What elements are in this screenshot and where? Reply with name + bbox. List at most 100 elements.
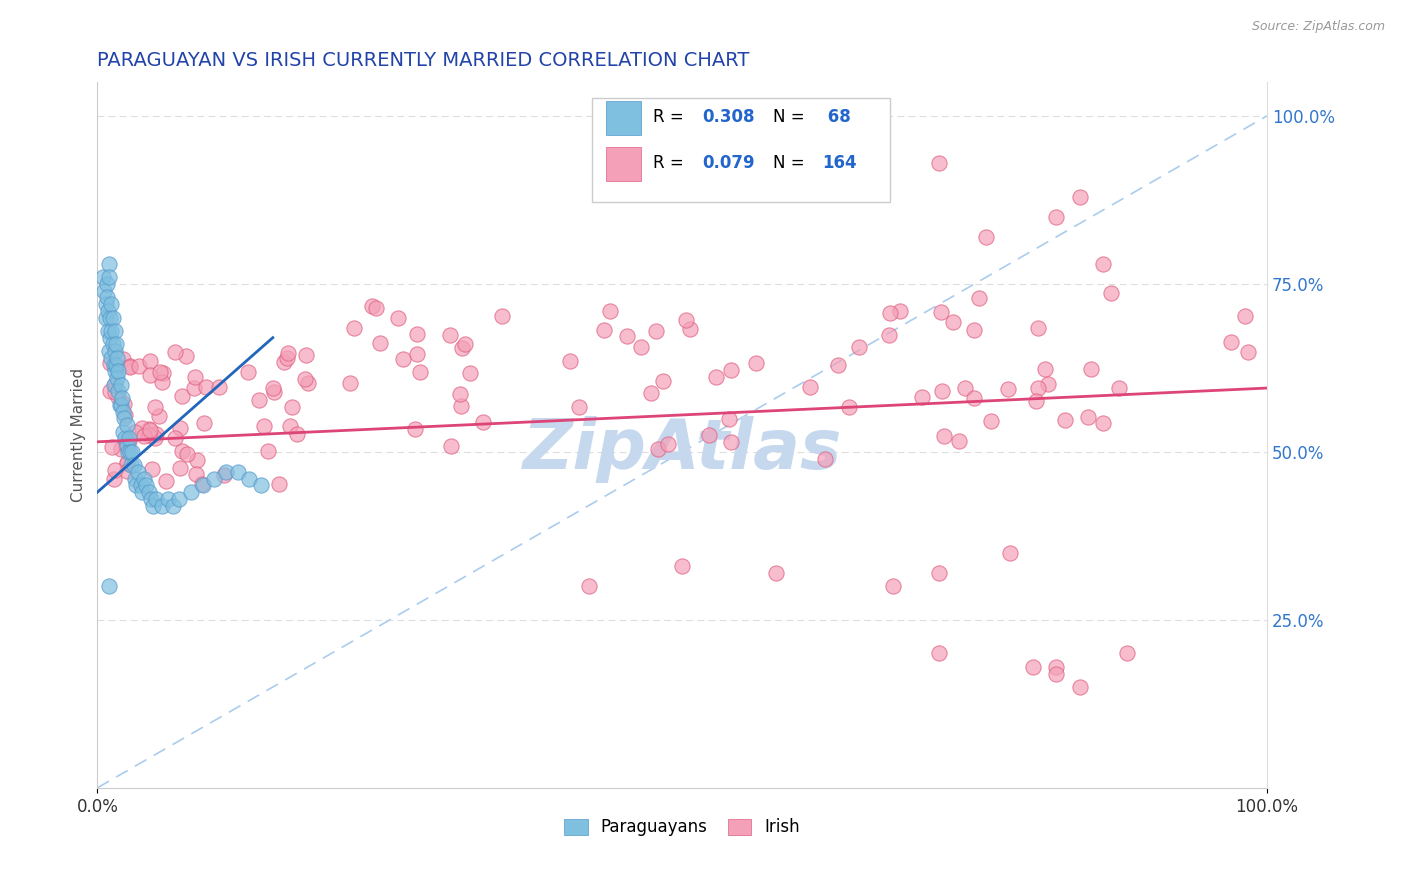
Point bbox=[97, 303, 120, 318]
Point bbox=[247, 392, 270, 407]
Point bbox=[98, 579, 121, 593]
Point bbox=[98, 270, 121, 285]
Point bbox=[929, 305, 952, 319]
Point bbox=[226, 465, 249, 479]
Text: R =: R = bbox=[652, 108, 689, 126]
Point bbox=[1115, 647, 1137, 661]
Point bbox=[645, 324, 668, 338]
Point bbox=[107, 364, 129, 378]
Point bbox=[103, 472, 125, 486]
Point bbox=[697, 427, 720, 442]
Point bbox=[100, 440, 122, 454]
Point bbox=[1108, 381, 1130, 395]
Point bbox=[100, 324, 122, 338]
Point bbox=[163, 344, 186, 359]
Point bbox=[165, 431, 187, 445]
Point bbox=[273, 355, 295, 369]
Point bbox=[127, 465, 149, 479]
Point bbox=[1233, 310, 1256, 324]
Point bbox=[882, 579, 904, 593]
Point bbox=[101, 337, 124, 351]
Point bbox=[162, 499, 184, 513]
Point bbox=[263, 385, 285, 400]
Point bbox=[156, 491, 179, 506]
Point bbox=[360, 299, 382, 313]
Text: PARAGUAYAN VS IRISH CURRENTLY MARRIED CORRELATION CHART: PARAGUAYAN VS IRISH CURRENTLY MARRIED CO… bbox=[97, 51, 749, 70]
Point bbox=[195, 380, 218, 394]
Point bbox=[131, 421, 153, 435]
Point bbox=[1053, 412, 1076, 426]
Y-axis label: Currently Married: Currently Married bbox=[72, 368, 86, 502]
Point bbox=[405, 347, 427, 361]
Point bbox=[238, 365, 260, 379]
Text: R =: R = bbox=[652, 154, 689, 172]
Point bbox=[953, 381, 976, 395]
Point bbox=[1038, 377, 1060, 392]
Point bbox=[148, 365, 170, 379]
Point bbox=[967, 291, 990, 305]
Text: ZipAtlas: ZipAtlas bbox=[523, 416, 842, 483]
Point bbox=[114, 408, 136, 422]
Point bbox=[115, 456, 138, 470]
Point bbox=[679, 322, 702, 336]
Point bbox=[215, 465, 238, 479]
Point bbox=[799, 380, 821, 394]
Point bbox=[599, 304, 621, 318]
Point bbox=[145, 426, 167, 441]
Point bbox=[180, 485, 202, 500]
Point bbox=[651, 374, 673, 388]
Point bbox=[1237, 345, 1260, 359]
Point bbox=[1026, 381, 1049, 395]
Point bbox=[98, 344, 121, 359]
Point bbox=[100, 351, 122, 365]
FancyBboxPatch shape bbox=[592, 98, 890, 202]
Point bbox=[278, 418, 301, 433]
Point bbox=[94, 310, 117, 325]
Point bbox=[135, 478, 157, 492]
Point bbox=[657, 436, 679, 450]
FancyBboxPatch shape bbox=[606, 102, 641, 136]
Point bbox=[1219, 335, 1241, 350]
Point bbox=[408, 365, 430, 379]
Point bbox=[183, 381, 205, 395]
Point bbox=[104, 364, 127, 378]
Point bbox=[134, 472, 156, 486]
Point bbox=[704, 370, 727, 384]
Point bbox=[139, 423, 162, 437]
Point bbox=[934, 429, 956, 443]
Point bbox=[827, 358, 849, 372]
Point bbox=[911, 390, 934, 404]
Point bbox=[253, 419, 276, 434]
Point bbox=[138, 428, 160, 442]
Point bbox=[105, 337, 128, 351]
Point bbox=[647, 442, 669, 457]
Point bbox=[121, 445, 143, 459]
Point bbox=[472, 415, 495, 429]
Point bbox=[138, 422, 160, 436]
Point bbox=[1045, 666, 1067, 681]
Legend: Paraguayans, Irish: Paraguayans, Irish bbox=[558, 812, 807, 843]
Point bbox=[1045, 210, 1067, 224]
Point bbox=[184, 370, 207, 384]
Point bbox=[142, 499, 165, 513]
Point bbox=[593, 323, 616, 337]
Point bbox=[112, 411, 135, 425]
Point bbox=[193, 417, 215, 431]
Point bbox=[148, 409, 170, 424]
Point bbox=[125, 478, 148, 492]
Point bbox=[141, 462, 163, 476]
Point bbox=[118, 360, 141, 375]
Point bbox=[948, 434, 970, 448]
Point bbox=[143, 431, 166, 445]
Point bbox=[114, 432, 136, 446]
Point bbox=[176, 446, 198, 460]
Point bbox=[440, 439, 463, 453]
Point bbox=[108, 398, 131, 412]
Point bbox=[100, 297, 122, 311]
Point bbox=[889, 303, 911, 318]
Point bbox=[104, 324, 127, 338]
Point bbox=[98, 355, 121, 369]
Point bbox=[110, 377, 132, 392]
Point bbox=[1026, 320, 1049, 334]
Point bbox=[139, 368, 162, 382]
